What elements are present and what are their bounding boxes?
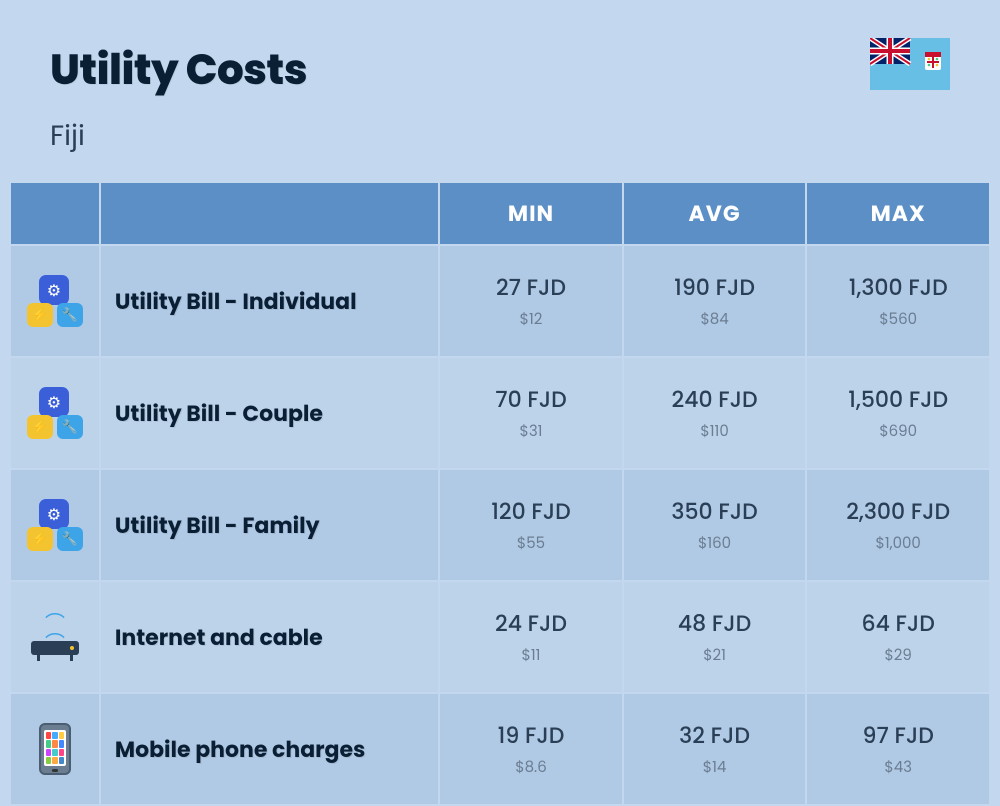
cell-max: 1,500 FJD $690	[807, 358, 989, 468]
avg-secondary: $84	[624, 308, 806, 331]
min-primary: 24 FJD	[440, 607, 622, 640]
cell-min: 70 FJD $31	[440, 358, 622, 468]
phone-icon	[39, 723, 71, 775]
cell-max: 97 FJD$43	[807, 694, 989, 804]
row-label: Utility Bill - Couple	[101, 358, 438, 468]
row-label: Internet and cable	[101, 582, 438, 692]
max-secondary: $1,000	[807, 532, 989, 555]
min-primary: 70 FJD	[440, 383, 622, 416]
country-subtitle: Fiji	[50, 115, 307, 157]
cell-min: 27 FJD $12	[440, 246, 622, 356]
header-min: MIN	[440, 183, 622, 244]
row-icon-cell	[11, 694, 99, 804]
max-primary: 1,300 FJD	[807, 271, 989, 304]
table-row: Mobile phone charges19 FJD$8.632 FJD$149…	[11, 694, 989, 804]
row-icon-cell: ⚙⚡🔧	[11, 358, 99, 468]
row-icon-cell: ⌒⌒	[11, 582, 99, 692]
header-blank-icon	[11, 183, 99, 244]
fiji-flag-icon	[870, 38, 950, 90]
min-secondary: $55	[440, 532, 622, 555]
avg-primary: 350 FJD	[624, 495, 806, 528]
avg-secondary: $110	[624, 420, 806, 443]
cell-max: 1,300 FJD $560	[807, 246, 989, 356]
avg-secondary: $21	[624, 644, 806, 667]
page-title: Utility Costs	[50, 38, 307, 101]
router-icon: ⌒⌒	[27, 613, 83, 661]
table-row: ⚙⚡🔧 Utility Bill - Family120 FJD $55350 FJ…	[11, 470, 989, 580]
utility-icon: ⚙⚡🔧	[27, 387, 83, 439]
max-primary: 2,300 FJD	[807, 495, 989, 528]
cell-avg: 48 FJD $21	[624, 582, 806, 692]
table-row: ⌒⌒ Internet and cable24 FJD $1148 FJD $2164…	[11, 582, 989, 692]
cell-min: 24 FJD $11	[440, 582, 622, 692]
max-secondary: $690	[807, 420, 989, 443]
max-primary: 1,500 FJD	[807, 383, 989, 416]
max-secondary: $560	[807, 308, 989, 331]
cell-avg: 32 FJD$14	[624, 694, 806, 804]
min-primary: 27 FJD	[440, 271, 622, 304]
row-icon-cell: ⚙⚡🔧	[11, 470, 99, 580]
header-max: MAX	[807, 183, 989, 244]
cell-avg: 240 FJD $110	[624, 358, 806, 468]
cell-min: 19 FJD$8.6	[440, 694, 622, 804]
row-label: Mobile phone charges	[101, 694, 438, 804]
avg-primary: 48 FJD	[624, 607, 806, 640]
max-secondary: $29	[807, 644, 989, 667]
header-blank-label	[101, 183, 438, 244]
min-secondary: $31	[440, 420, 622, 443]
cell-max: 64 FJD $29	[807, 582, 989, 692]
min-primary: 120 FJD	[440, 495, 622, 528]
title-block: Utility Costs Fiji	[50, 38, 307, 157]
avg-primary: 240 FJD	[624, 383, 806, 416]
table-row: ⚙⚡🔧 Utility Bill - Individual27 FJD $12190…	[11, 246, 989, 356]
table-header-row: MIN AVG MAX	[11, 183, 989, 244]
avg-primary: 32 FJD	[624, 719, 806, 752]
min-secondary: $11	[440, 644, 622, 667]
utility-icon: ⚙⚡🔧	[27, 499, 83, 551]
row-label: Utility Bill - Individual	[101, 246, 438, 356]
avg-primary: 190 FJD	[624, 271, 806, 304]
utility-icon: ⚙⚡🔧	[27, 275, 83, 327]
row-icon-cell: ⚙⚡🔧	[11, 246, 99, 356]
cell-avg: 190 FJD $84	[624, 246, 806, 356]
min-primary: 19 FJD	[440, 719, 622, 752]
cell-min: 120 FJD $55	[440, 470, 622, 580]
row-label: Utility Bill - Family	[101, 470, 438, 580]
table-row: ⚙⚡🔧 Utility Bill - Couple70 FJD $31240 FJD…	[11, 358, 989, 468]
page-header: Utility Costs Fiji	[0, 0, 1000, 181]
cell-avg: 350 FJD $160	[624, 470, 806, 580]
utility-costs-table: MIN AVG MAX ⚙⚡🔧 Utility Bill - Individual…	[9, 181, 991, 806]
header-avg: AVG	[624, 183, 806, 244]
max-primary: 64 FJD	[807, 607, 989, 640]
min-secondary: $12	[440, 308, 622, 331]
avg-secondary: $160	[624, 532, 806, 555]
cell-max: 2,300 FJD $1,000	[807, 470, 989, 580]
max-primary: 97 FJD	[807, 719, 989, 752]
